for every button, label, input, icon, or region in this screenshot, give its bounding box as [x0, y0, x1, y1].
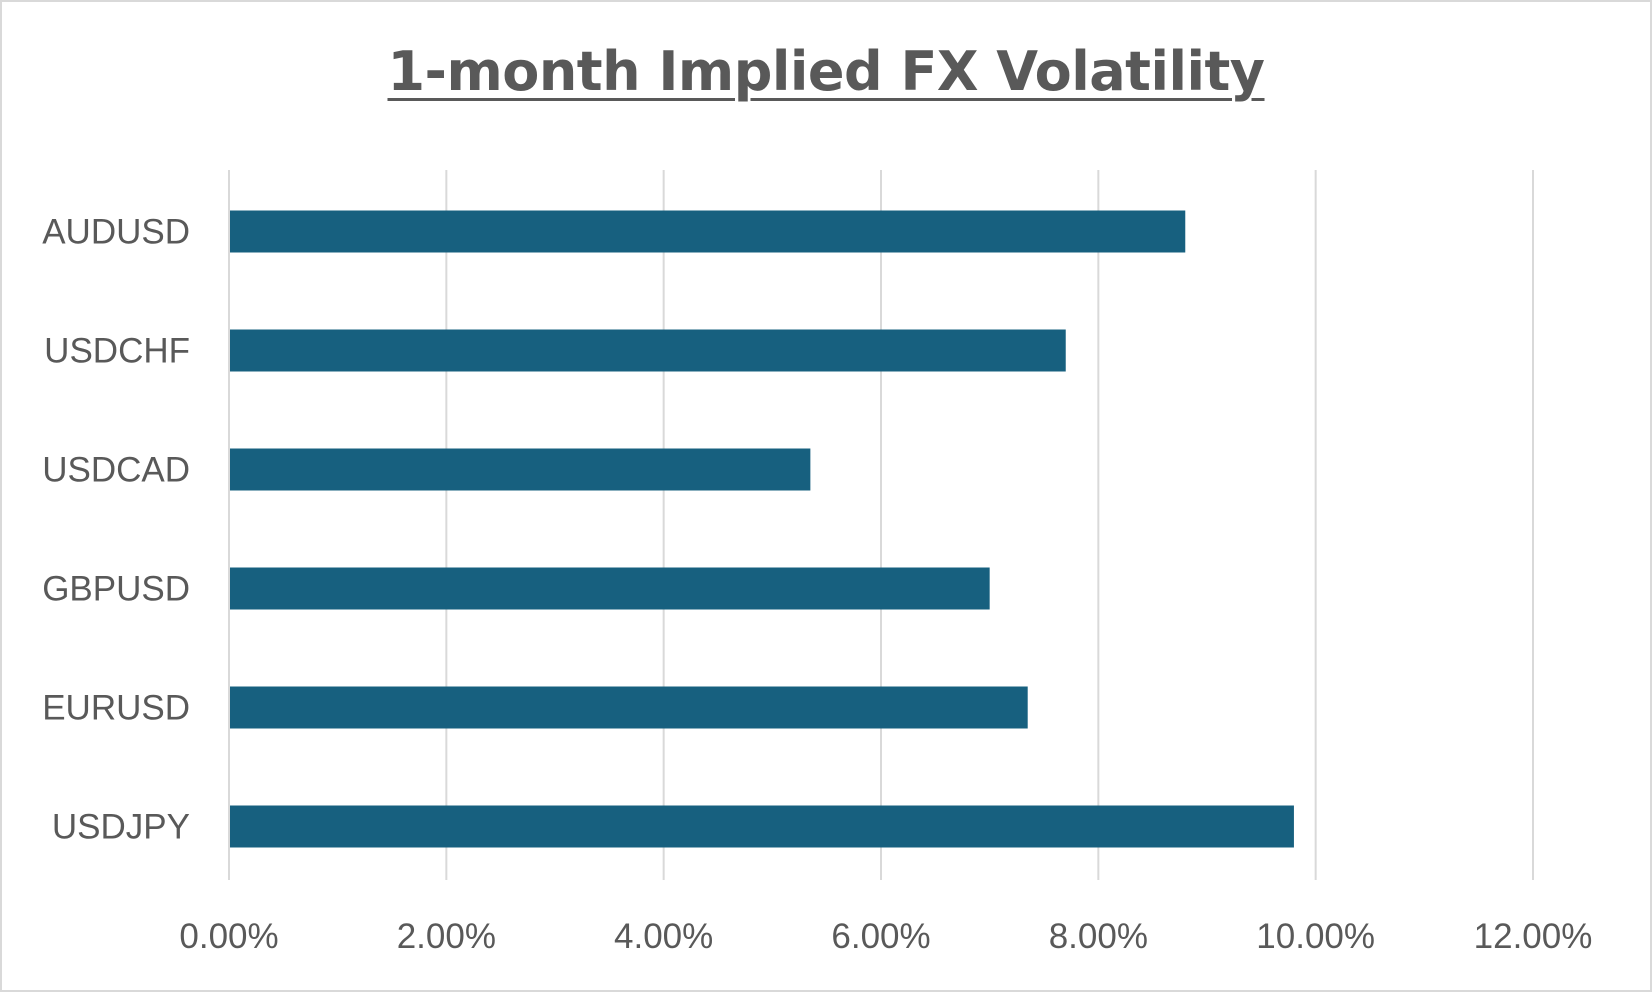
x-tick-label: 4.00%: [614, 917, 713, 956]
category-label: USDCAD: [42, 451, 190, 490]
bar-usdcad: [230, 448, 811, 491]
x-tick-label: 6.00%: [831, 917, 930, 956]
chart-title: 1-month Implied FX Volatility: [387, 40, 1265, 103]
bar-usdjpy: [230, 805, 1294, 848]
category-label: GBPUSD: [42, 570, 190, 609]
x-tick-label: 8.00%: [1049, 917, 1148, 956]
bars: [230, 210, 1294, 848]
category-labels: AUDUSD USDCHF USDCAD GBPUSD EURUSD USDJPY: [42, 213, 190, 847]
category-label: USDJPY: [52, 808, 190, 847]
category-label: AUDUSD: [42, 213, 190, 252]
category-label: USDCHF: [44, 332, 190, 371]
x-tick-label: 10.00%: [1256, 917, 1375, 956]
bar-audusd: [230, 210, 1186, 253]
x-tick-label: 12.00%: [1474, 917, 1593, 956]
bar-usdchf: [230, 329, 1066, 372]
bar-eurusd: [230, 686, 1028, 729]
gridlines: [228, 170, 1534, 880]
x-tick-label: 2.00%: [397, 917, 496, 956]
x-tick-labels: 0.00% 2.00% 4.00% 6.00% 8.00% 10.00% 12.00%: [179, 917, 1592, 956]
bar-gbpusd: [230, 567, 990, 610]
x-tick-label: 0.00%: [179, 917, 278, 956]
category-label: EURUSD: [42, 689, 190, 728]
